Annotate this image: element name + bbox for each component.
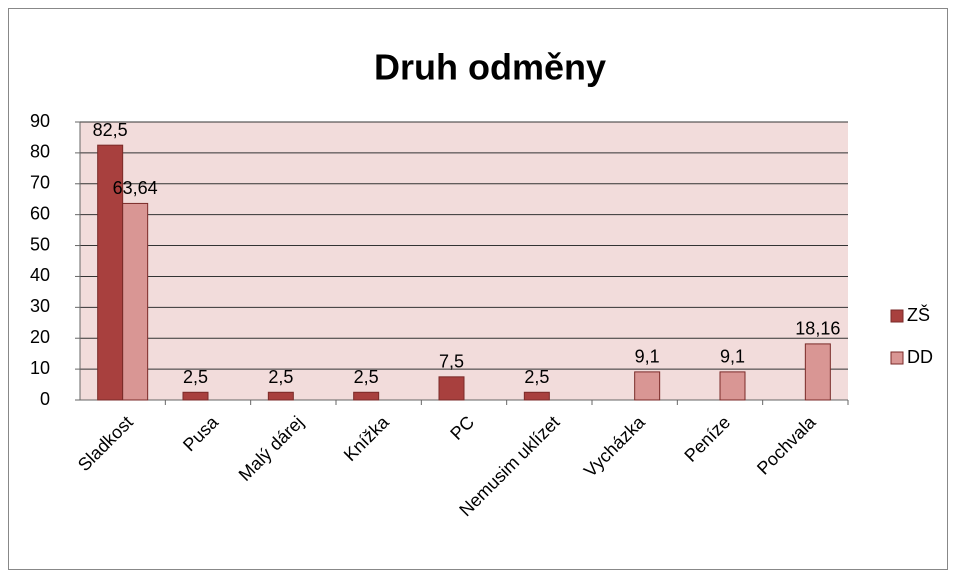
plot-area: [80, 122, 848, 400]
y-tick-label: 90: [30, 111, 50, 131]
data-label: 18,16: [795, 319, 840, 339]
y-tick-label: 0: [40, 389, 50, 409]
data-label: 9,1: [635, 347, 660, 367]
y-tick-label: 30: [30, 296, 50, 316]
data-label: 9,1: [720, 347, 745, 367]
legend-swatch: [890, 351, 904, 365]
bar: [97, 144, 124, 401]
data-label: 7,5: [439, 352, 464, 372]
y-tick-label: 60: [30, 203, 50, 223]
data-label: 2,5: [183, 367, 208, 387]
legend-swatch: [890, 309, 904, 323]
y-tick-label: 70: [30, 173, 50, 193]
data-label: 63,64: [113, 178, 158, 198]
y-tick-label: 10: [30, 358, 50, 378]
bar: [353, 391, 380, 401]
data-label: 2,5: [354, 367, 379, 387]
legend-label: ZŠ: [907, 304, 930, 325]
bar: [719, 371, 746, 401]
y-tick-label: 50: [30, 234, 50, 254]
legend-label: DD: [907, 347, 933, 367]
chart-title: Druh odměny: [374, 47, 606, 88]
bar: [122, 202, 149, 401]
bar: [804, 343, 831, 401]
bar: [267, 391, 294, 401]
bar: [182, 391, 209, 401]
y-tick-label: 40: [30, 265, 50, 285]
data-label: 82,5: [93, 120, 128, 140]
bar: [438, 376, 465, 401]
y-tick-label: 80: [30, 142, 50, 162]
bar: [523, 391, 550, 401]
bar: [634, 371, 661, 401]
data-label: 2,5: [268, 367, 293, 387]
y-tick-label: 20: [30, 327, 50, 347]
data-label: 2,5: [524, 367, 549, 387]
